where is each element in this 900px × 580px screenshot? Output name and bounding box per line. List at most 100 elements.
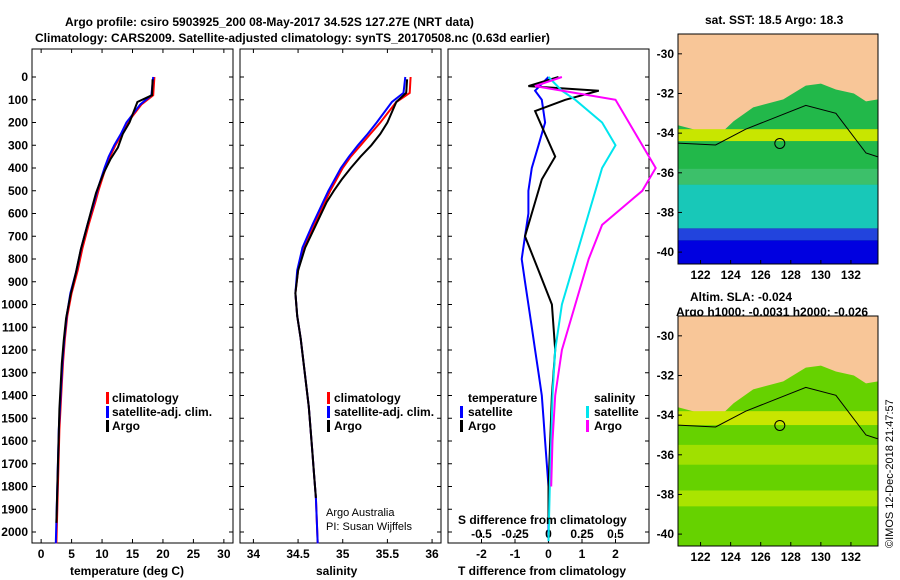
lat-tick-label: -32 (657, 86, 675, 100)
map-frame (677, 33, 879, 265)
legend-title-temperature: temperature (468, 391, 538, 405)
depth-tick-label: 800 (8, 252, 28, 266)
lat-tick-label: -36 (657, 166, 675, 180)
x-tick-label: 5 (68, 547, 75, 561)
legend-title-salinity: salinity (594, 391, 636, 405)
legend-label-satellite: satellite-adj. clim. (334, 405, 434, 419)
depth-tick-label: 1600 (1, 434, 28, 448)
lon-tick-label: 124 (721, 268, 741, 282)
series-line-satellite-adj-clim- (54, 76, 155, 544)
x2-tick-label: 0.25 (570, 527, 594, 541)
depth-tick-label: 300 (8, 138, 28, 152)
x2-tick-label: 0.5 (607, 527, 624, 541)
depth-tick-label: 200 (8, 116, 28, 130)
series-line-climatology (55, 76, 156, 544)
lat-tick-label: -30 (657, 47, 675, 61)
legend-label-t-satellite: satellite (468, 405, 513, 419)
map-band (678, 490, 878, 507)
legend-swatch-t-satellite (460, 406, 463, 418)
depth-tick-label: 600 (8, 207, 28, 221)
series-line-argo (55, 79, 154, 523)
legend-label-argo: Argo (112, 419, 140, 433)
depth-tick-label: 1300 (1, 366, 28, 380)
credit-line2: PI: Susan Wijffels (326, 521, 412, 533)
legend-swatch-satellite (327, 406, 330, 418)
depth-tick-label: 1200 (1, 343, 28, 357)
map-contour (677, 386, 879, 440)
map-band (678, 444, 878, 465)
legend-label-s-argo: Argo (594, 419, 622, 433)
map-band (678, 168, 878, 185)
legend-label-satellite: satellite-adj. clim. (112, 405, 212, 419)
map-band (678, 129, 878, 142)
legend-swatch-climatology (327, 392, 330, 404)
sst-map: -30 -32 -34 -36 -38 -40 122 124 126 128 130 132 (657, 33, 879, 282)
legend-label-climatology: climatology (334, 391, 401, 405)
x-tick-label: 34.5 (286, 547, 310, 561)
lat-tick-label: -34 (657, 126, 675, 140)
x-tick-label: 36 (425, 547, 439, 561)
depth-tick-label: 400 (8, 161, 28, 175)
difference-xlabel2: S difference from climatology (458, 513, 627, 527)
legend-label-climatology: climatology (112, 391, 179, 405)
x-tick-label: 34 (247, 547, 261, 561)
lat-tick-label: -40 (657, 527, 675, 541)
series-line-climatology (294, 76, 412, 544)
lon-tick-label: 122 (691, 268, 711, 282)
x-tick-label: 35.5 (376, 547, 400, 561)
depth-tick-label: 1500 (1, 411, 28, 425)
series-line-salinity-satellite (547, 76, 617, 542)
map-band (678, 228, 878, 241)
title-line2: Climatology: CARS2009. Satellite-adjuste… (35, 31, 550, 45)
lat-tick-label: -40 (657, 245, 675, 259)
lat-tick-label: -34 (657, 408, 675, 422)
depth-tick-label: 1000 (1, 298, 28, 312)
lon-tick-label: 130 (811, 268, 831, 282)
legend-label-t-argo: Argo (468, 419, 496, 433)
map-band (678, 411, 878, 426)
temperature-panel-frame (31, 48, 234, 544)
lon-tick-label: 132 (841, 268, 861, 282)
x-tick-label: 20 (156, 547, 170, 561)
legend-swatch-satellite (106, 406, 109, 418)
legend-swatch-climatology (106, 392, 109, 404)
depth-tick-label: 1100 (2, 320, 28, 334)
series-line-satellite-adj-clim- (294, 76, 407, 544)
legend-swatch-t-argo (460, 420, 463, 432)
salinity-panel-frame (239, 48, 442, 544)
sla-map-title-line1: Altim. SLA: -0.024 (690, 290, 792, 304)
series-line-argo (294, 79, 409, 498)
salinity-plot: 34 34.5 35 35.5 36 (247, 49, 439, 561)
map-band (678, 184, 878, 229)
lat-tick-label: -36 (657, 448, 675, 462)
side-stamp: ©IMOS 12-Dec-2018 21:47:57 (884, 399, 896, 548)
lat-tick-label: -38 (657, 205, 675, 219)
x-tick-label: 10 (95, 547, 109, 561)
lat-tick-label: -32 (657, 368, 675, 382)
legend-swatch-s-argo (586, 420, 589, 432)
legend-label-s-satellite: satellite (594, 405, 639, 419)
lon-tick-label: 128 (781, 268, 801, 282)
difference-plot: -2 -1 0 1 2-0.5 -0.25 0 0.25 0.5 (471, 76, 657, 561)
legend-swatch-s-satellite (586, 406, 589, 418)
x-tick-label: 30 (217, 547, 231, 561)
x-tick-label: 35 (336, 547, 350, 561)
depth-tick-label: 100 (8, 93, 28, 107)
x-tick-label: -1 (510, 547, 521, 561)
temperature-plot: 0 5 10 15 20 25 30 (38, 49, 231, 561)
sst-map-title: sat. SST: 18.5 Argo: 18.3 (705, 13, 844, 27)
map-band (678, 240, 878, 264)
legend-label-argo: Argo (334, 419, 362, 433)
temperature-legend: climatology satellite-adj. clim. Argo (106, 391, 212, 433)
lon-tick-label: 124 (721, 550, 741, 564)
depth-tick-label: 1900 (1, 502, 28, 516)
series-line-temperature-satellite (520, 76, 550, 542)
series-line-temperature-argo (523, 76, 600, 521)
argo-position-marker (774, 419, 786, 431)
x-tick-label: 2 (612, 547, 619, 561)
map-frame (677, 315, 879, 547)
lon-tick-label: 128 (781, 550, 801, 564)
depth-tick-label: 1800 (1, 480, 28, 494)
x-tick-label: 15 (126, 547, 140, 561)
